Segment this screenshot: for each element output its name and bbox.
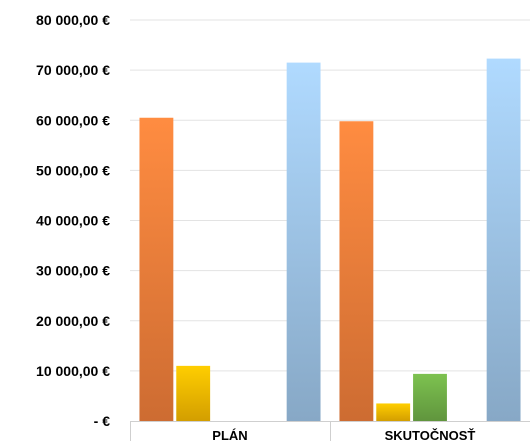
y-tick-label: 60 000,00 €: [36, 112, 110, 128]
y-tick-label: 80 000,00 €: [36, 12, 110, 28]
y-tick-label: 70 000,00 €: [36, 62, 110, 78]
category-label: PLÁN: [212, 428, 247, 441]
y-tick-label: 40 000,00 €: [36, 213, 110, 229]
y-tick-label: 10 000,00 €: [36, 363, 110, 379]
category-labels: PLÁN SKUTOČNOSŤ: [212, 428, 475, 441]
category-label: SKUTOČNOSŤ: [385, 428, 476, 441]
bar-series-3-skutocnost: [413, 373, 447, 421]
y-tick-label: 20 000,00 €: [36, 313, 110, 329]
y-tick-label: - €: [94, 413, 111, 429]
bar-series-2-plan: [176, 365, 211, 421]
y-axis-tick-labels: - € 10 000,00 € 20 000,00 € 30 000,00 € 40 0…: [36, 12, 110, 429]
bar-series-2-skutocnost: [376, 403, 411, 421]
bar-series-5-plan: [286, 62, 321, 421]
y-tick-label: 30 000,00 €: [36, 263, 110, 279]
bar-series-5-skutocnost: [486, 58, 521, 421]
x-axis: [130, 421, 530, 441]
bar-series-1-plan: [139, 117, 174, 422]
bars: [139, 58, 521, 422]
gridlines: [130, 19, 530, 372]
bar-series-1-skutocnost: [339, 121, 374, 421]
y-tick-label: 50 000,00 €: [36, 162, 110, 178]
